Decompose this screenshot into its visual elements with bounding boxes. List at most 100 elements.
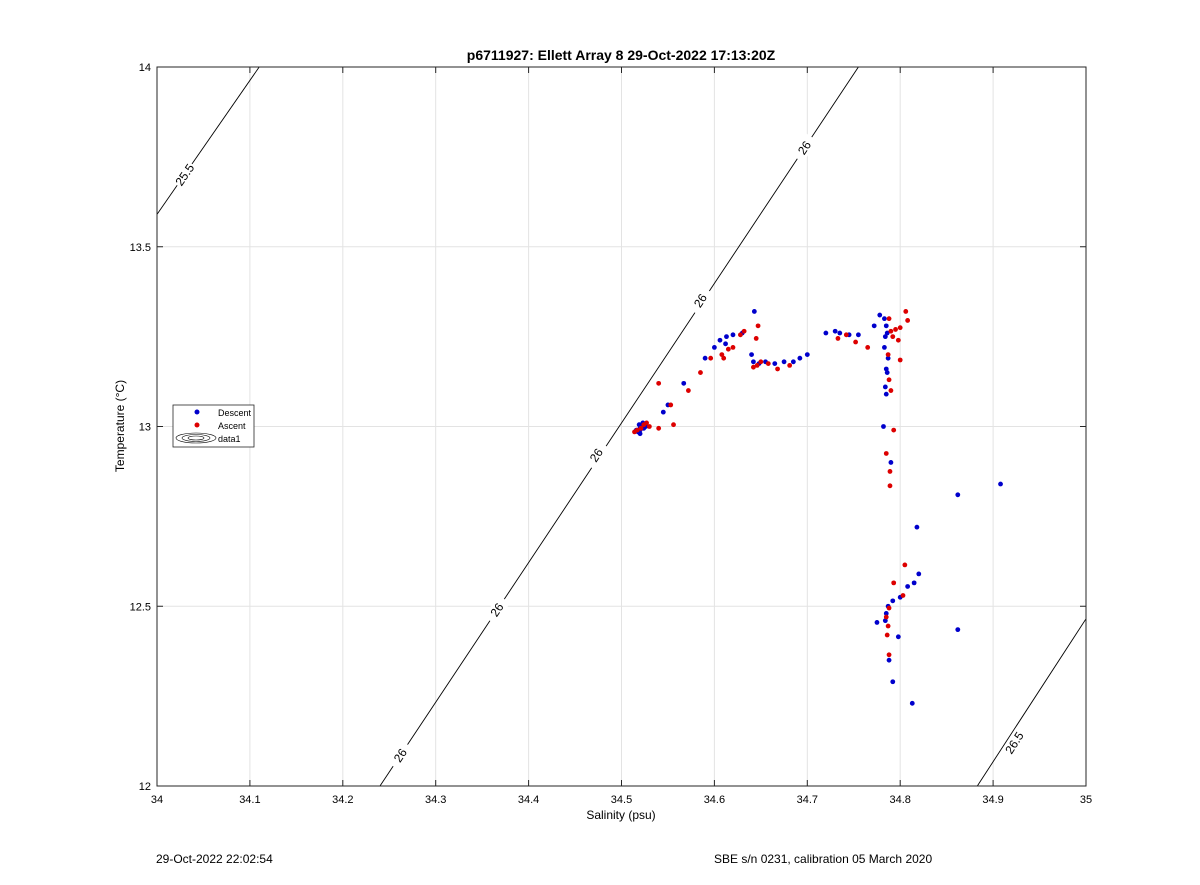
- ascent-point: [883, 614, 889, 620]
- ascent-point: [644, 420, 649, 426]
- descent-point: [914, 524, 920, 530]
- ascent-point: [887, 483, 893, 489]
- descent-point: [874, 620, 880, 625]
- ascent-point: [891, 427, 897, 433]
- descent-point: [883, 323, 889, 329]
- descent-point: [823, 330, 829, 336]
- ascent-point: [897, 325, 903, 331]
- grid: [156, 66, 1087, 787]
- legend-descent-marker: [194, 409, 200, 415]
- descent-point: [749, 352, 754, 357]
- ascent-point: [884, 632, 890, 638]
- contour-label-bg: [687, 285, 714, 316]
- ascent-point: [755, 323, 761, 329]
- ascent-point: [853, 339, 859, 345]
- descent-point: [909, 700, 915, 706]
- contour-line: [157, 67, 260, 215]
- ascent-point: [765, 361, 771, 366]
- descent-point: [660, 409, 666, 415]
- ascent-point: [888, 328, 894, 334]
- x-tick-label: 34.9: [982, 794, 1003, 806]
- descent-point: [885, 355, 891, 361]
- ascent-point: [900, 593, 906, 598]
- x-tick-label: 34.5: [611, 794, 632, 806]
- descent-point: [790, 359, 796, 365]
- ascent-point: [886, 316, 892, 322]
- descent-point: [883, 611, 889, 616]
- x-axis-label: Salinity (psu): [586, 808, 655, 822]
- ascent-point: [721, 355, 727, 361]
- ascent-point: [885, 352, 891, 357]
- ascent-point: [754, 362, 760, 368]
- ascent-point: [895, 337, 901, 343]
- descent-point: [882, 384, 888, 390]
- descent-point: [751, 359, 756, 365]
- contour-label-bg: [483, 595, 511, 625]
- descent-point: [886, 657, 892, 663]
- descent-point: [637, 431, 643, 437]
- legend: Descent Ascent data1: [172, 404, 255, 448]
- axis-ticks: 34 34.1 34.2 34.3 34.4 34.5 34.6 34.7 34.8 34.9 35…: [130, 62, 1093, 806]
- legend-ascent-label: Ascent: [218, 421, 246, 431]
- y-tick-label: 14: [139, 62, 151, 74]
- descent-point: [882, 316, 887, 322]
- footer-calibration: SBE s/n 0231, calibration 05 March 2020: [714, 852, 933, 866]
- ascent-point: [725, 346, 731, 352]
- contour-label-bg: [387, 740, 414, 771]
- descent-point: [712, 345, 717, 350]
- ascent-point: [775, 366, 780, 372]
- ascent-point: [886, 377, 892, 383]
- descent-point: [855, 332, 861, 338]
- contour-label-bg: [583, 440, 610, 470]
- descent-point: [636, 422, 642, 428]
- descent-point: [681, 380, 687, 386]
- ascent-point: [634, 427, 640, 433]
- descent-point: [998, 481, 1003, 487]
- descent-point: [882, 345, 887, 350]
- ascent-point: [646, 424, 652, 429]
- descent-point: [804, 352, 810, 357]
- x-tick-label: 35: [1080, 794, 1092, 806]
- ascent-point: [886, 652, 892, 658]
- x-tick-label: 34.7: [797, 794, 818, 806]
- contour-label-bg: [171, 160, 199, 190]
- descent-point: [911, 580, 917, 586]
- ascent-point: [753, 336, 759, 341]
- descent-point: [881, 424, 886, 429]
- ascent-point: [698, 370, 703, 375]
- descent-point: [724, 334, 729, 340]
- ascent-point: [887, 469, 893, 474]
- ascent-point: [893, 327, 898, 332]
- legend-descent-label: Descent: [218, 408, 252, 418]
- ascent-point: [719, 352, 725, 357]
- descent-point: [955, 627, 961, 633]
- descent-point: [882, 618, 888, 624]
- x-tick-label: 34: [151, 794, 163, 806]
- y-tick-label: 12: [139, 781, 151, 793]
- ascent-point: [888, 388, 894, 393]
- descent-point: [882, 334, 888, 340]
- descent-point: [797, 355, 803, 361]
- ascent-point: [902, 562, 908, 568]
- x-tick-label: 34.4: [518, 794, 539, 806]
- ascent-point: [903, 309, 909, 314]
- ascent-point: [835, 336, 841, 341]
- contour-label-bg: [1001, 728, 1028, 758]
- descent-point: [888, 460, 894, 465]
- descent-point: [871, 323, 877, 329]
- descent-point: [883, 391, 889, 397]
- descent-point: [916, 571, 922, 577]
- descent-point: [884, 370, 890, 375]
- x-tick-label: 34.3: [425, 794, 446, 806]
- ascent-point: [886, 605, 892, 611]
- ascent-point: [890, 334, 896, 340]
- legend-box: [172, 404, 255, 448]
- ascent-point: [758, 359, 764, 365]
- ascent-point: [897, 357, 903, 363]
- descent-point: [884, 330, 890, 336]
- descent-point: [895, 634, 901, 640]
- descent-point: [837, 330, 843, 336]
- ascent-point: [668, 402, 674, 408]
- descent-point: [877, 312, 883, 318]
